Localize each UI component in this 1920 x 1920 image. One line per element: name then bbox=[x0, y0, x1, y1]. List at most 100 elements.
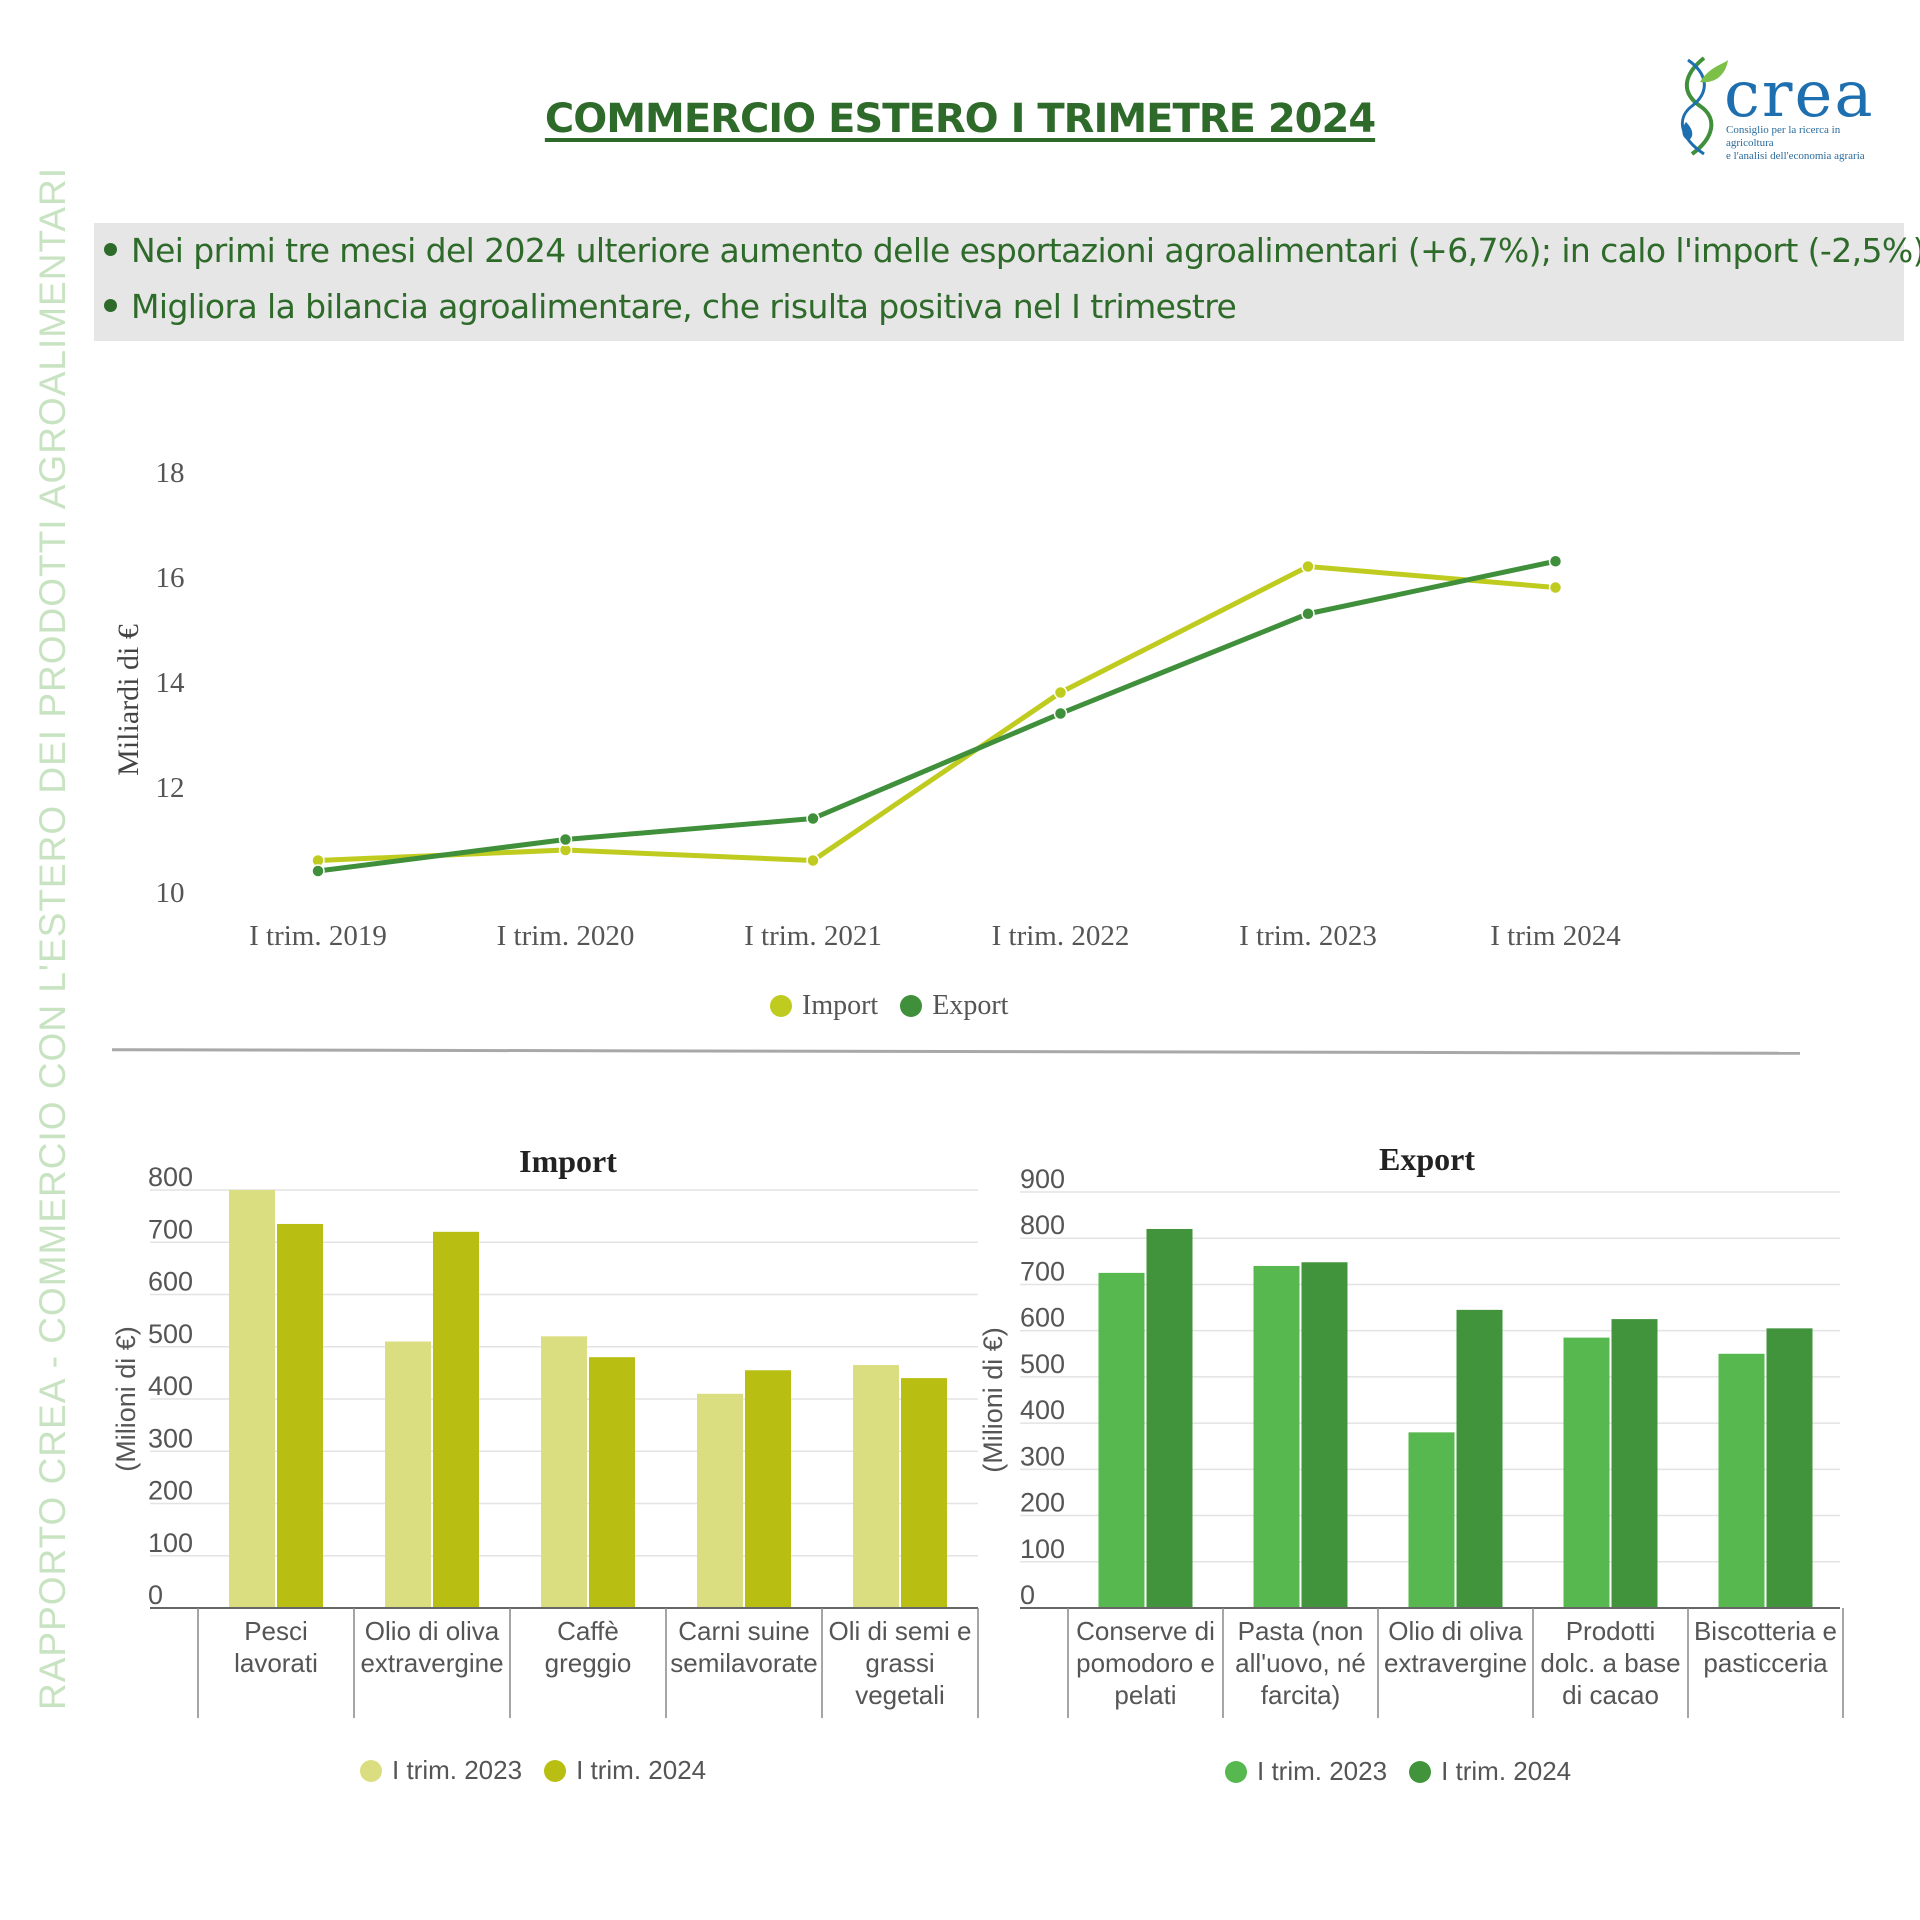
export-bar-legend: I trim. 2023 I trim. 2024 bbox=[1225, 1756, 1571, 1787]
line-chart-x-tick-label: I trim. 2021 bbox=[744, 920, 882, 952]
line-chart-y-tick-label: 16 bbox=[156, 562, 185, 594]
line-chart-y-tick-label: 12 bbox=[156, 772, 185, 804]
bar-chart-y-tick-label: 100 bbox=[1020, 1534, 1065, 1564]
bar-chart-title: Export bbox=[1379, 1141, 1475, 1177]
line-chart-x-tick-label: I trim 2024 bbox=[1490, 920, 1621, 952]
bar-chart-y-axis-label: (Milioni di €) bbox=[111, 1326, 141, 1472]
legend-item-import-2024: I trim. 2024 bbox=[544, 1755, 706, 1786]
bar-chart-category-label: greggio bbox=[545, 1648, 632, 1678]
bar-chart-title: Import bbox=[519, 1143, 617, 1179]
bar-chart-category-label: all'uovo, né bbox=[1235, 1648, 1366, 1678]
bar-chart-category-label: pasticceria bbox=[1703, 1648, 1828, 1678]
line-chart-x-tick-label: I trim. 2020 bbox=[497, 920, 635, 952]
line-chart-x-tick-label: I trim. 2023 bbox=[1239, 920, 1377, 952]
bar-2024 bbox=[589, 1357, 635, 1608]
bar-chart-category-label: farcita) bbox=[1261, 1680, 1340, 1710]
bar-2024 bbox=[1301, 1262, 1348, 1608]
bar-chart-y-tick-label: 600 bbox=[148, 1267, 193, 1297]
line-chart-y-tick-label: 10 bbox=[156, 877, 185, 909]
import-bar-legend: I trim. 2023 I trim. 2024 bbox=[360, 1755, 706, 1786]
bar-2023 bbox=[541, 1336, 587, 1608]
bar-2023 bbox=[1718, 1353, 1765, 1608]
summary-box: Nei primi tre mesi del 2024 ulteriore au… bbox=[94, 223, 1920, 341]
legend-export-2023-label: I trim. 2023 bbox=[1257, 1756, 1388, 1786]
logo-subtitle: Consiglio per la ricerca in agricoltura … bbox=[1726, 124, 1890, 163]
line-chart-y-tick-label: 14 bbox=[156, 667, 186, 699]
summary-bullet-text: Nei primi tre mesi del 2024 ulteriore au… bbox=[131, 231, 1920, 270]
bar-chart-category-label: Conserve di bbox=[1076, 1616, 1215, 1646]
bar-2023 bbox=[853, 1365, 899, 1608]
bar-chart-category-label: Carni suine bbox=[678, 1616, 810, 1646]
bar-chart-y-tick-label: 500 bbox=[148, 1319, 193, 1349]
bullet-dot-icon bbox=[104, 299, 117, 312]
legend-import-2023-label: I trim. 2023 bbox=[392, 1755, 523, 1785]
bar-chart-category-label: Caffè bbox=[557, 1616, 619, 1646]
bar-chart-category-label: Olio di oliva bbox=[365, 1616, 500, 1646]
bar-chart-y-tick-label: 800 bbox=[1020, 1210, 1065, 1240]
side-report-label: RAPPORTO CREA - COMMERCIO CON L'ESTERO D… bbox=[32, 167, 73, 1710]
bar-chart-category-label: pelati bbox=[1114, 1680, 1176, 1710]
line-series-import bbox=[317, 564, 1556, 863]
bar-chart-category-label: Biscotteria e bbox=[1694, 1616, 1837, 1646]
line-point-export bbox=[806, 811, 820, 826]
bar-2023 bbox=[229, 1190, 275, 1608]
bar-2023 bbox=[697, 1393, 743, 1608]
summary-bullet-text: Migliora la bilancia agroalimentare, che… bbox=[131, 287, 1237, 326]
bar-chart-category-label: Pasta (non bbox=[1238, 1616, 1364, 1646]
bar-chart-category-label: lavorati bbox=[234, 1648, 318, 1678]
legend-item-export-2023: I trim. 2023 bbox=[1225, 1756, 1387, 1787]
legend-export-swatch bbox=[900, 995, 923, 1017]
section-divider bbox=[111, 1048, 1801, 1055]
legend-import-2023-swatch bbox=[360, 1759, 382, 1782]
bar-chart-y-tick-label: 200 bbox=[148, 1476, 193, 1506]
logo-wordmark: crea bbox=[1724, 58, 1875, 132]
bar-chart-y-tick-label: 100 bbox=[148, 1528, 193, 1558]
legend-import-2024-label: I trim. 2024 bbox=[576, 1755, 707, 1785]
bar-chart-category-label: dolc. a base bbox=[1540, 1648, 1680, 1678]
bar-chart-category-label: pomodoro e bbox=[1076, 1648, 1215, 1678]
bar-2024 bbox=[1456, 1309, 1503, 1608]
line-chart-y-tick-label: 18 bbox=[156, 457, 185, 489]
bar-2023 bbox=[385, 1341, 431, 1608]
line-chart-legend: Import Export bbox=[770, 990, 1008, 1022]
bar-2024 bbox=[901, 1378, 947, 1608]
bar-chart-y-tick-label: 0 bbox=[148, 1580, 163, 1610]
bar-chart-category-label: vegetali bbox=[855, 1680, 945, 1710]
bar-chart-category-label: grassi bbox=[865, 1648, 934, 1678]
bar-2024 bbox=[277, 1223, 323, 1608]
bar-chart-category-label: di cacao bbox=[1562, 1680, 1659, 1710]
logo-subtitle-line2: e l'analisi dell'economia agraria bbox=[1726, 150, 1865, 162]
bar-chart-y-tick-label: 400 bbox=[1020, 1395, 1065, 1425]
line-point-import bbox=[311, 853, 325, 868]
line-point-export bbox=[1548, 554, 1563, 568]
summary-bullet-1: Nei primi tre mesi del 2024 ulteriore au… bbox=[104, 231, 1920, 270]
bar-2023 bbox=[1253, 1265, 1300, 1608]
bullet-dot-icon bbox=[104, 243, 117, 256]
line-point-export bbox=[558, 832, 573, 847]
bar-chart-category-label: Prodotti bbox=[1566, 1616, 1656, 1646]
bar-chart-y-tick-label: 300 bbox=[148, 1423, 193, 1453]
legend-export-2024-swatch bbox=[1409, 1760, 1432, 1783]
legend-import-2024-swatch bbox=[544, 1759, 567, 1782]
bar-chart-category-label: extravergine bbox=[360, 1648, 503, 1678]
line-point-export bbox=[1301, 607, 1315, 621]
bar-chart-y-tick-label: 0 bbox=[1020, 1580, 1035, 1610]
bar-2024 bbox=[1611, 1319, 1658, 1608]
line-point-export bbox=[1053, 706, 1068, 721]
bar-chart-category-label: Oli di semi e bbox=[828, 1616, 971, 1646]
bar-chart-y-tick-label: 800 bbox=[148, 1162, 193, 1192]
legend-export-label: Export bbox=[932, 990, 1009, 1021]
line-chart-x-tick-label: I trim. 2019 bbox=[249, 920, 387, 952]
bar-2023 bbox=[1098, 1272, 1145, 1608]
line-point-import bbox=[1548, 580, 1563, 595]
line-point-export bbox=[311, 864, 325, 878]
line-point-import bbox=[1053, 685, 1068, 700]
bar-chart-category-label: semilavorate bbox=[670, 1648, 817, 1678]
bar-2023 bbox=[1408, 1432, 1455, 1608]
line-chart-x-tick-label: I trim. 2022 bbox=[992, 920, 1130, 952]
legend-item-export: Export bbox=[900, 990, 1008, 1022]
bar-2023 bbox=[1563, 1337, 1610, 1608]
legend-item-import-2023: I trim. 2023 bbox=[360, 1755, 522, 1786]
bar-chart-y-tick-label: 500 bbox=[1020, 1349, 1065, 1379]
bar-2024 bbox=[745, 1370, 791, 1608]
